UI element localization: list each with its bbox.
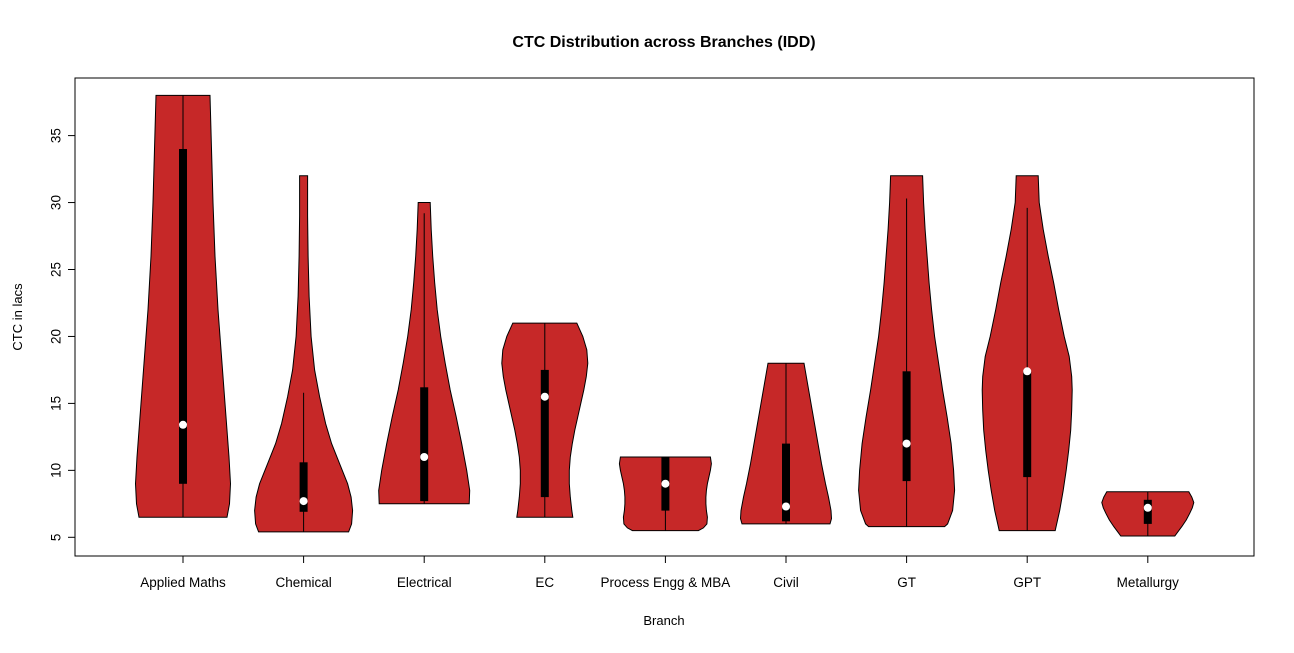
y-tick-label: 35 [49, 128, 64, 143]
iqr-box-chemical [299, 462, 308, 512]
y-tick-label: 15 [49, 396, 64, 411]
median-dot-gpt [1023, 367, 1032, 376]
iqr-box-gpt [1023, 371, 1032, 478]
x-tick-label-metallurgy: Metallurgy [1117, 575, 1180, 590]
x-tick-label-chemical: Chemical [275, 575, 331, 590]
median-dot-metallurgy [1143, 503, 1152, 512]
x-tick-label-civil: Civil [773, 575, 799, 590]
median-dot-civil [782, 502, 790, 511]
y-tick-label: 20 [49, 329, 64, 344]
y-axis: 5 10 15 20 25 30 35 [49, 128, 75, 542]
iqr-box-civil [782, 443, 790, 522]
x-tick-label-ec: EC [535, 575, 554, 590]
x-tick-label-electrical: Electrical [397, 575, 452, 590]
chart-title: CTC Distribution across Branches (IDD) [512, 34, 815, 51]
y-tick-label: 10 [49, 463, 64, 478]
median-dot-applied-maths [179, 420, 187, 429]
y-axis-title: CTC in lacs [10, 283, 25, 351]
violin-chemical [254, 175, 354, 533]
iqr-box-electrical [420, 387, 429, 502]
x-tick-label-process-engg-mba: Process Engg & MBA [600, 575, 730, 590]
y-tick-label: 25 [49, 262, 64, 277]
x-tick-label-gt: GT [897, 575, 916, 590]
y-tick-label: 30 [49, 195, 64, 210]
median-dot-gt [902, 439, 911, 448]
x-axis-title: Branch [643, 613, 684, 628]
x-tick-label-gpt: GPT [1013, 575, 1041, 590]
x-tick-label-applied-maths: Applied Maths [140, 575, 226, 590]
iqr-box-applied-maths [179, 149, 187, 484]
iqr-box-gt [902, 371, 911, 482]
median-dot-chemical [299, 497, 308, 506]
violins-group [134, 94, 1195, 537]
iqr-box-ec [540, 369, 549, 498]
plot-area-border [74, 77, 1255, 557]
y-tick-label: 5 [49, 534, 64, 542]
median-dot-electrical [420, 453, 429, 461]
median-dot-process-engg-mba [661, 479, 670, 488]
iqr-box-metallurgy [1143, 499, 1152, 524]
median-dot-ec [540, 392, 549, 401]
x-axis: Applied Maths Chemical Electrical EC Process… [140, 556, 1179, 590]
